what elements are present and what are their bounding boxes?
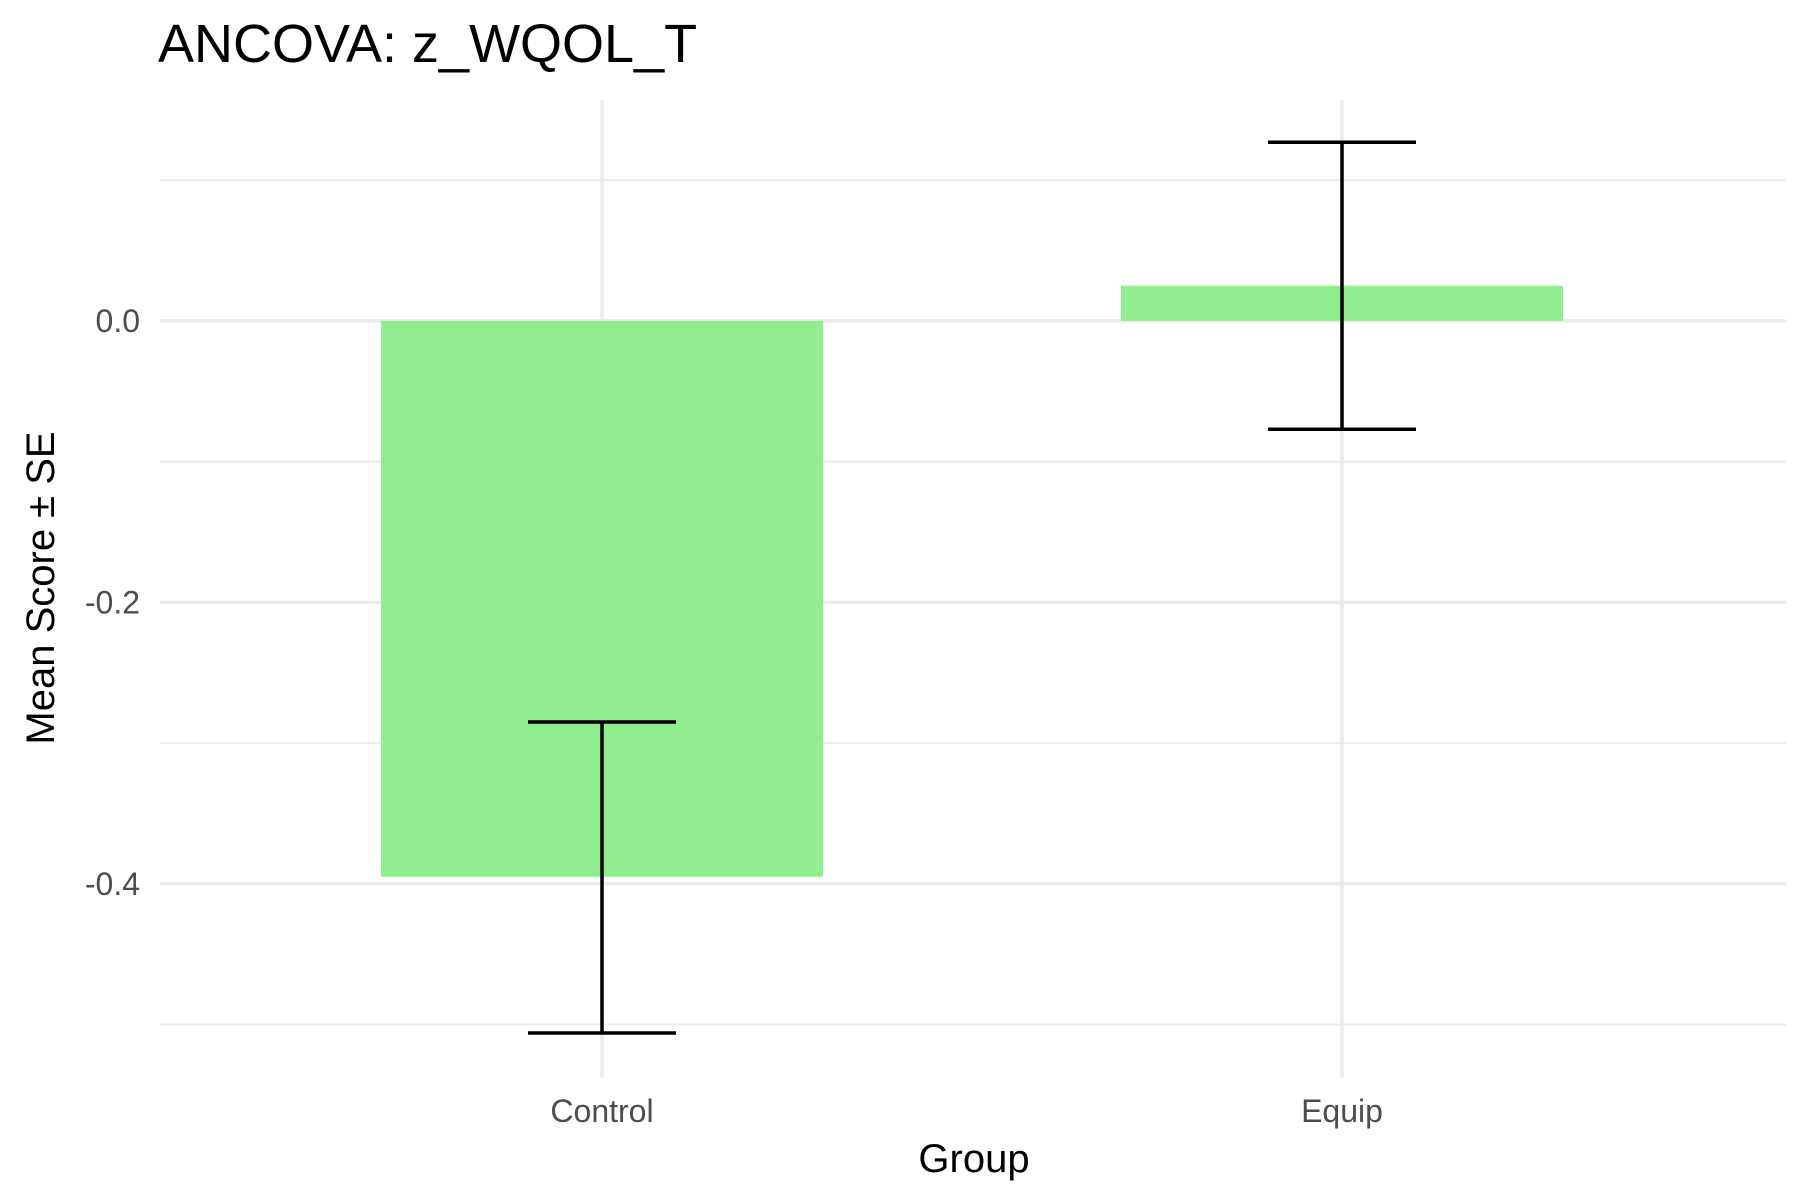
x-axis-title: Group [918, 1137, 1029, 1181]
y-tick-label: 0.0 [96, 303, 140, 339]
bar-layer [381, 285, 1563, 877]
x-tick-label: Control [550, 1093, 653, 1129]
y-tick-label: -0.4 [85, 866, 140, 902]
x-tick-label: Equip [1301, 1093, 1383, 1129]
error-layer [528, 140, 1416, 1035]
chart-title: ANCOVA: z_WQOL_T [158, 14, 697, 74]
y-tick-label: -0.2 [85, 584, 140, 620]
y-axis-title: Mean Score ± SE [19, 431, 63, 744]
tick-layer: 0.0 -0.2 -0.4 Control Equip [85, 303, 1383, 1129]
